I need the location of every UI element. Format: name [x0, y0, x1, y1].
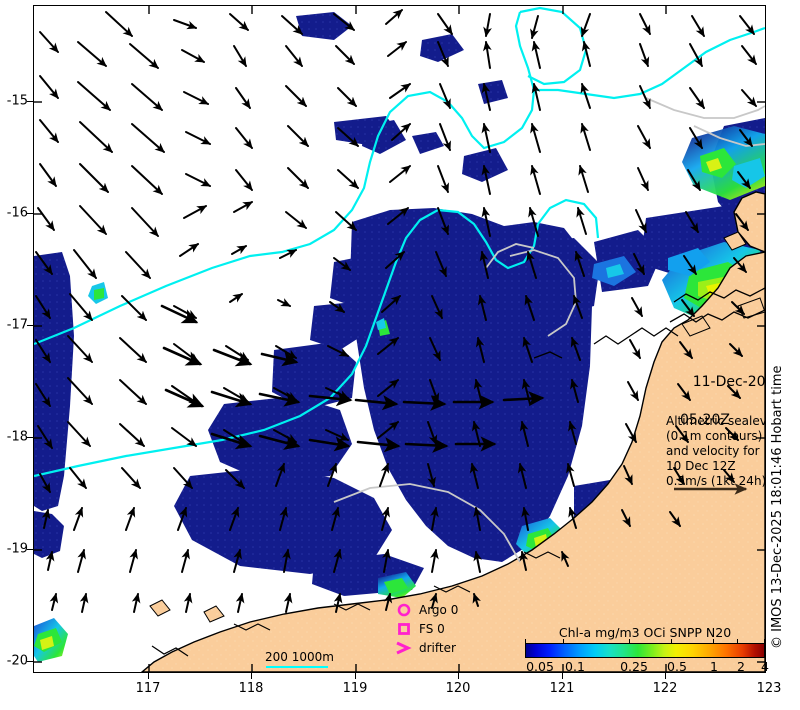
legend-label-argo: Argo 0 [419, 602, 459, 617]
x-tick-label-0: 117 [135, 681, 161, 696]
x-tick-label-3: 120 [445, 681, 471, 696]
colorbar-tick [713, 639, 714, 644]
bathymetry-key-label: 200 1000m [265, 650, 334, 664]
x-tick-mark [562, 673, 563, 679]
timestamp-date: 11-Dec-2025 [692, 374, 766, 390]
legend-item-fs[interactable]: FS 0 [393, 619, 458, 638]
map-canvas [34, 6, 765, 672]
x-tick-mark [458, 673, 459, 679]
x-tick-label-2: 119 [342, 681, 368, 696]
x-tick-mark [665, 673, 666, 679]
colorbar-label-6: 4 [761, 659, 769, 674]
fs-square-icon [393, 622, 415, 636]
y-tick-mark [27, 325, 33, 326]
y-tick-mark [27, 213, 33, 214]
y-tick-label-1: -16 [6, 205, 28, 221]
colorbar-label-2: 0.25 [620, 659, 648, 674]
colorbar-label-4: 1 [710, 659, 718, 674]
legend-item-argo[interactable]: Argo 0 [393, 600, 458, 619]
colorbar-label-1: 0.1 [565, 659, 585, 674]
map-plot-area[interactable]: 11-Dec-2025 05:20Z Altimetric sealevel (… [33, 5, 766, 673]
x-tick-mark [355, 673, 356, 679]
copyright-notice: © IMOS 13-Dec-2025 18:01:46 Hobart time [770, 365, 785, 649]
y-tick-mark [27, 549, 33, 550]
y-tick-mark [27, 661, 33, 662]
colorbar-tick [525, 639, 526, 644]
x-tick-label-6: 123 [756, 681, 782, 696]
y-tick-label-4: -19 [6, 541, 28, 557]
x-tick-label-4: 121 [549, 681, 575, 696]
x-tick-mark [148, 673, 149, 679]
colorbar-tick [737, 639, 738, 644]
y-tick-label-5: -20 [6, 653, 28, 669]
velocity-vector-field-strong [160, 304, 545, 453]
y-tick-mark [27, 437, 33, 438]
colorbar-tick [629, 639, 630, 644]
y-tick-label-3: -18 [6, 429, 28, 445]
x-tick-mark [251, 673, 252, 679]
sealevel-contours [333, 97, 765, 563]
y-tick-mark [27, 101, 33, 102]
y-tick-label-2: -17 [6, 317, 28, 333]
drifter-chevron-icon [393, 641, 415, 655]
colorbar-label-3: 0.5 [667, 659, 687, 674]
land-mass [140, 191, 765, 672]
map-timestamp: 11-Dec-2025 05:20Z [666, 354, 766, 468]
colorbar-tick [671, 639, 672, 644]
colorbar-tick [563, 639, 564, 644]
map-annotation-text: Altimetric sealevel (0.1m contours) and … [666, 414, 766, 488]
colorbar-gradient[interactable] [525, 643, 765, 658]
velocity-vector-field [35, 9, 757, 613]
bathy-scale-line [266, 666, 328, 668]
legend-label-fs: FS 0 [419, 621, 445, 636]
argo-circle-icon [393, 603, 415, 617]
y-tick-label-0: -15 [6, 93, 28, 109]
axis-inner-ticks [34, 6, 765, 672]
colorbar-label-0: 0.05 [526, 659, 554, 674]
velocity-scale-arrow [674, 483, 748, 495]
colorbar-title: Chl-a mg/m3 OCi SNPP N20 [558, 625, 732, 640]
x-tick-label-5: 122 [652, 681, 678, 696]
legend-label-drifter: drifter [419, 640, 456, 655]
timestamp-time: 05:20Z [680, 412, 730, 428]
platform-legend: Argo 0 FS 0 drifter [393, 600, 458, 657]
colorbar-tick [764, 639, 765, 644]
legend-item-drifter[interactable]: drifter [393, 638, 458, 657]
x-tick-label-1: 118 [238, 681, 264, 696]
colorbar-label-5: 2 [737, 659, 745, 674]
